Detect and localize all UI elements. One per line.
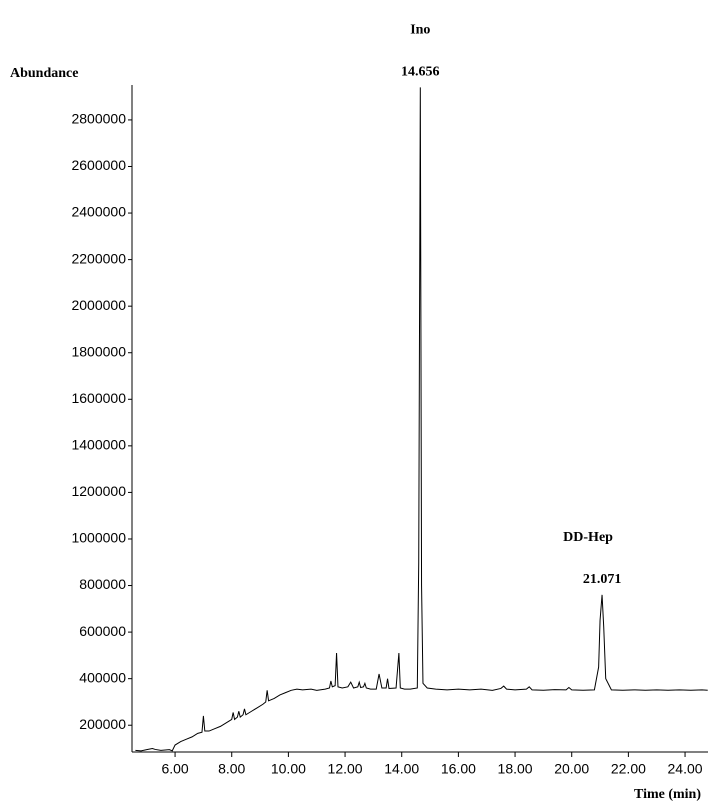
x-tick-label: 20.00 [554,761,589,777]
y-tick-label: 800000 [79,576,126,592]
peak-name: DD-Hep [563,530,613,545]
y-tick-label: 2000000 [71,297,126,313]
x-tick-label: 8.00 [218,761,245,777]
y-axis-label: Abundance [10,66,78,81]
peak-time: 21.071 [583,572,622,587]
x-tick-label: 16.00 [441,761,476,777]
y-tick-label: 1000000 [71,530,126,546]
y-tick-label: 2200000 [71,250,126,266]
y-tick-label: 2600000 [71,157,126,173]
x-tick-label: 24.00 [668,761,703,777]
x-tick-label: 18.00 [498,761,533,777]
y-tick-label: 2800000 [71,111,126,127]
y-tick-label: 1800000 [71,343,126,359]
peak-name: Ino [410,23,430,38]
y-tick-label: 1400000 [71,437,126,453]
trace [135,87,708,752]
y-tick-label: 400000 [79,669,126,685]
y-tick-label: 1600000 [71,390,126,406]
x-tick-label: 12.00 [328,761,363,777]
x-axis-label: Time (min) [634,787,701,802]
x-tick-label: 10.00 [271,761,306,777]
y-tick-label: 2400000 [71,204,126,220]
x-tick-label: 14.00 [384,761,419,777]
x-tick-label: 22.00 [611,761,646,777]
y-tick-label: 1200000 [71,483,126,499]
x-tick-label: 6.00 [161,761,188,777]
y-tick-label: 200000 [79,716,126,732]
peak-time: 14.656 [401,65,440,80]
y-tick-label: 600000 [79,623,126,639]
